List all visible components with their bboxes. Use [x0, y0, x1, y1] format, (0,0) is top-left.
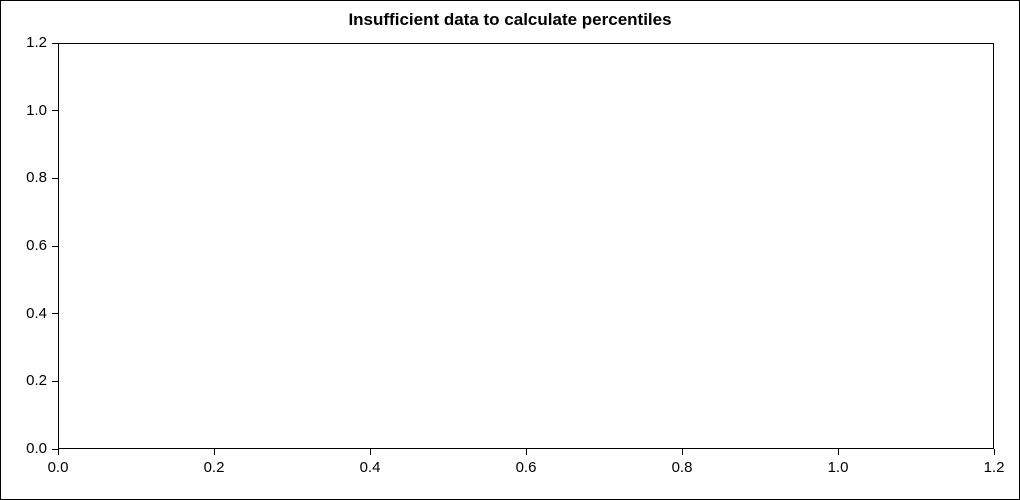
x-tick-mark [57, 449, 59, 455]
y-tick-mark [52, 110, 58, 112]
y-tick-label: 0.6 [26, 237, 47, 254]
y-tick-label: 0.4 [26, 304, 47, 322]
x-tick-label: 0.6 [515, 459, 537, 476]
y-tick-mark [52, 313, 58, 315]
y-tick-label: 0.0 [26, 440, 47, 457]
x-tick-mark [681, 449, 683, 455]
plot-area [58, 43, 994, 449]
x-tick-label: 0.8 [671, 459, 693, 476]
y-tick-mark [52, 177, 58, 179]
x-tick-mark [525, 449, 527, 455]
y-tick-mark [52, 42, 58, 44]
x-tick-label: 0.4 [359, 459, 381, 476]
y-tick-label: 1.0 [26, 101, 47, 119]
x-tick-mark [993, 449, 995, 455]
x-tick-mark [213, 449, 215, 455]
y-tick-mark [52, 380, 58, 382]
x-tick-mark [369, 449, 371, 455]
y-tick-label: 0.2 [26, 372, 47, 390]
x-tick-label: 1.0 [827, 459, 849, 476]
x-tick-label: 0.2 [203, 459, 225, 476]
chart-title: Insufficient data to calculate percentil… [348, 10, 672, 29]
y-tick-mark [52, 245, 58, 247]
y-tick-label: 0.8 [26, 169, 47, 187]
x-tick-label: 0.0 [47, 459, 69, 476]
x-tick-label: 1.2 [983, 459, 1005, 476]
x-tick-mark [837, 449, 839, 455]
y-tick-mark [52, 448, 58, 450]
y-tick-label: 1.2 [26, 34, 47, 51]
